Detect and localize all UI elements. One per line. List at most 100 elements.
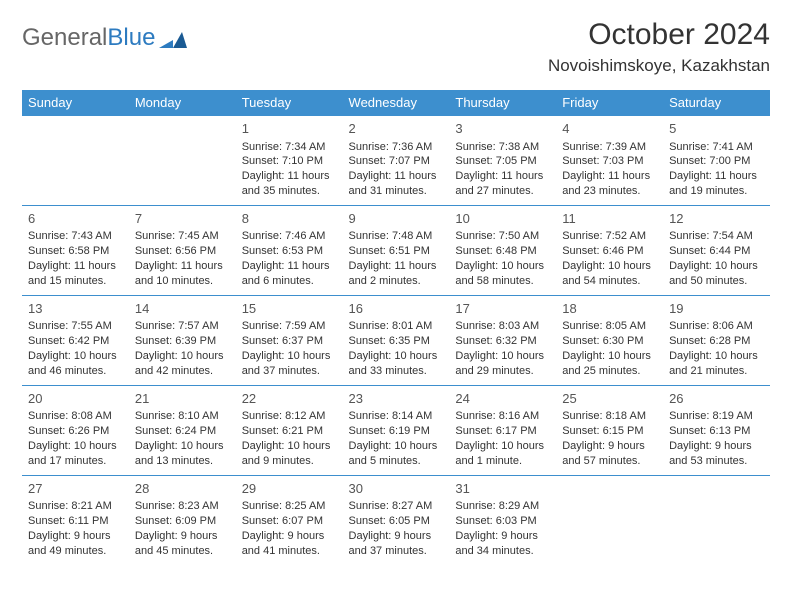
logo: GeneralBlue bbox=[22, 24, 187, 52]
daylight-text: Daylight: 9 hours and 41 minutes. bbox=[242, 529, 337, 559]
calendar-cell bbox=[22, 116, 129, 206]
day-number: 13 bbox=[28, 300, 123, 318]
sunrise-text: Sunrise: 8:06 AM bbox=[669, 319, 764, 334]
sunrise-text: Sunrise: 7:39 AM bbox=[562, 140, 657, 155]
sunrise-text: Sunrise: 8:25 AM bbox=[242, 499, 337, 514]
sunset-text: Sunset: 6:42 PM bbox=[28, 334, 123, 349]
daylight-text: Daylight: 9 hours and 37 minutes. bbox=[349, 529, 444, 559]
sunrise-text: Sunrise: 8:27 AM bbox=[349, 499, 444, 514]
calendar-cell: 1Sunrise: 7:34 AMSunset: 7:10 PMDaylight… bbox=[236, 116, 343, 206]
calendar-cell: 24Sunrise: 8:16 AMSunset: 6:17 PMDayligh… bbox=[449, 385, 556, 475]
sunrise-text: Sunrise: 7:50 AM bbox=[455, 229, 550, 244]
calendar-row: 20Sunrise: 8:08 AMSunset: 6:26 PMDayligh… bbox=[22, 385, 770, 475]
sunrise-text: Sunrise: 7:38 AM bbox=[455, 140, 550, 155]
sunrise-text: Sunrise: 8:14 AM bbox=[349, 409, 444, 424]
day-number: 8 bbox=[242, 210, 337, 228]
day-number: 27 bbox=[28, 480, 123, 498]
daylight-text: Daylight: 9 hours and 45 minutes. bbox=[135, 529, 230, 559]
daylight-text: Daylight: 11 hours and 2 minutes. bbox=[349, 259, 444, 289]
daylight-text: Daylight: 10 hours and 5 minutes. bbox=[349, 439, 444, 469]
calendar-cell: 19Sunrise: 8:06 AMSunset: 6:28 PMDayligh… bbox=[663, 295, 770, 385]
day-number: 17 bbox=[455, 300, 550, 318]
sunrise-text: Sunrise: 7:54 AM bbox=[669, 229, 764, 244]
calendar-cell: 7Sunrise: 7:45 AMSunset: 6:56 PMDaylight… bbox=[129, 205, 236, 295]
title-block: October 2024 Novoishimskoye, Kazakhstan bbox=[548, 18, 770, 76]
sunrise-text: Sunrise: 7:46 AM bbox=[242, 229, 337, 244]
day-number: 31 bbox=[455, 480, 550, 498]
calendar-cell: 14Sunrise: 7:57 AMSunset: 6:39 PMDayligh… bbox=[129, 295, 236, 385]
calendar-cell: 2Sunrise: 7:36 AMSunset: 7:07 PMDaylight… bbox=[343, 116, 450, 206]
calendar-cell: 31Sunrise: 8:29 AMSunset: 6:03 PMDayligh… bbox=[449, 475, 556, 564]
sunset-text: Sunset: 6:53 PM bbox=[242, 244, 337, 259]
day-number: 24 bbox=[455, 390, 550, 408]
calendar-cell: 30Sunrise: 8:27 AMSunset: 6:05 PMDayligh… bbox=[343, 475, 450, 564]
calendar-body: 1Sunrise: 7:34 AMSunset: 7:10 PMDaylight… bbox=[22, 116, 770, 565]
col-header: Friday bbox=[556, 90, 663, 116]
day-number: 2 bbox=[349, 120, 444, 138]
sunrise-text: Sunrise: 8:18 AM bbox=[562, 409, 657, 424]
daylight-text: Daylight: 10 hours and 33 minutes. bbox=[349, 349, 444, 379]
sunset-text: Sunset: 6:37 PM bbox=[242, 334, 337, 349]
calendar-cell: 28Sunrise: 8:23 AMSunset: 6:09 PMDayligh… bbox=[129, 475, 236, 564]
calendar-cell: 13Sunrise: 7:55 AMSunset: 6:42 PMDayligh… bbox=[22, 295, 129, 385]
calendar-cell: 25Sunrise: 8:18 AMSunset: 6:15 PMDayligh… bbox=[556, 385, 663, 475]
sunset-text: Sunset: 6:58 PM bbox=[28, 244, 123, 259]
calendar-cell: 29Sunrise: 8:25 AMSunset: 6:07 PMDayligh… bbox=[236, 475, 343, 564]
calendar-row: 1Sunrise: 7:34 AMSunset: 7:10 PMDaylight… bbox=[22, 116, 770, 206]
calendar-cell: 21Sunrise: 8:10 AMSunset: 6:24 PMDayligh… bbox=[129, 385, 236, 475]
daylight-text: Daylight: 10 hours and 42 minutes. bbox=[135, 349, 230, 379]
calendar-cell: 20Sunrise: 8:08 AMSunset: 6:26 PMDayligh… bbox=[22, 385, 129, 475]
sunset-text: Sunset: 7:03 PM bbox=[562, 154, 657, 169]
calendar-row: 6Sunrise: 7:43 AMSunset: 6:58 PMDaylight… bbox=[22, 205, 770, 295]
sunrise-text: Sunrise: 8:03 AM bbox=[455, 319, 550, 334]
daylight-text: Daylight: 10 hours and 58 minutes. bbox=[455, 259, 550, 289]
daylight-text: Daylight: 11 hours and 35 minutes. bbox=[242, 169, 337, 199]
sunset-text: Sunset: 6:56 PM bbox=[135, 244, 230, 259]
sunset-text: Sunset: 6:39 PM bbox=[135, 334, 230, 349]
daylight-text: Daylight: 11 hours and 10 minutes. bbox=[135, 259, 230, 289]
calendar-cell bbox=[556, 475, 663, 564]
day-number: 1 bbox=[242, 120, 337, 138]
daylight-text: Daylight: 10 hours and 46 minutes. bbox=[28, 349, 123, 379]
sunrise-text: Sunrise: 7:36 AM bbox=[349, 140, 444, 155]
day-number: 6 bbox=[28, 210, 123, 228]
calendar-table: Sunday Monday Tuesday Wednesday Thursday… bbox=[22, 90, 770, 565]
col-header: Monday bbox=[129, 90, 236, 116]
calendar-cell: 5Sunrise: 7:41 AMSunset: 7:00 PMDaylight… bbox=[663, 116, 770, 206]
daylight-text: Daylight: 9 hours and 57 minutes. bbox=[562, 439, 657, 469]
header-row: Sunday Monday Tuesday Wednesday Thursday… bbox=[22, 90, 770, 116]
sunset-text: Sunset: 6:21 PM bbox=[242, 424, 337, 439]
page-header: GeneralBlue October 2024 Novoishimskoye,… bbox=[22, 18, 770, 76]
month-title: October 2024 bbox=[548, 18, 770, 52]
calendar-cell: 15Sunrise: 7:59 AMSunset: 6:37 PMDayligh… bbox=[236, 295, 343, 385]
sunset-text: Sunset: 6:51 PM bbox=[349, 244, 444, 259]
sunrise-text: Sunrise: 7:34 AM bbox=[242, 140, 337, 155]
calendar-cell: 17Sunrise: 8:03 AMSunset: 6:32 PMDayligh… bbox=[449, 295, 556, 385]
daylight-text: Daylight: 11 hours and 19 minutes. bbox=[669, 169, 764, 199]
sunset-text: Sunset: 6:05 PM bbox=[349, 514, 444, 529]
calendar-row: 13Sunrise: 7:55 AMSunset: 6:42 PMDayligh… bbox=[22, 295, 770, 385]
sunset-text: Sunset: 6:03 PM bbox=[455, 514, 550, 529]
day-number: 20 bbox=[28, 390, 123, 408]
daylight-text: Daylight: 10 hours and 37 minutes. bbox=[242, 349, 337, 379]
col-header: Thursday bbox=[449, 90, 556, 116]
col-header: Saturday bbox=[663, 90, 770, 116]
daylight-text: Daylight: 11 hours and 15 minutes. bbox=[28, 259, 123, 289]
sunset-text: Sunset: 6:24 PM bbox=[135, 424, 230, 439]
sunset-text: Sunset: 6:13 PM bbox=[669, 424, 764, 439]
sunset-text: Sunset: 6:26 PM bbox=[28, 424, 123, 439]
sunrise-text: Sunrise: 8:12 AM bbox=[242, 409, 337, 424]
sunset-text: Sunset: 6:44 PM bbox=[669, 244, 764, 259]
sunrise-text: Sunrise: 8:29 AM bbox=[455, 499, 550, 514]
sunrise-text: Sunrise: 8:10 AM bbox=[135, 409, 230, 424]
sunrise-text: Sunrise: 7:41 AM bbox=[669, 140, 764, 155]
daylight-text: Daylight: 10 hours and 13 minutes. bbox=[135, 439, 230, 469]
col-header: Sunday bbox=[22, 90, 129, 116]
calendar-cell: 11Sunrise: 7:52 AMSunset: 6:46 PMDayligh… bbox=[556, 205, 663, 295]
location-label: Novoishimskoye, Kazakhstan bbox=[548, 56, 770, 76]
day-number: 26 bbox=[669, 390, 764, 408]
day-number: 19 bbox=[669, 300, 764, 318]
sunset-text: Sunset: 6:09 PM bbox=[135, 514, 230, 529]
daylight-text: Daylight: 10 hours and 50 minutes. bbox=[669, 259, 764, 289]
sunset-text: Sunset: 6:28 PM bbox=[669, 334, 764, 349]
